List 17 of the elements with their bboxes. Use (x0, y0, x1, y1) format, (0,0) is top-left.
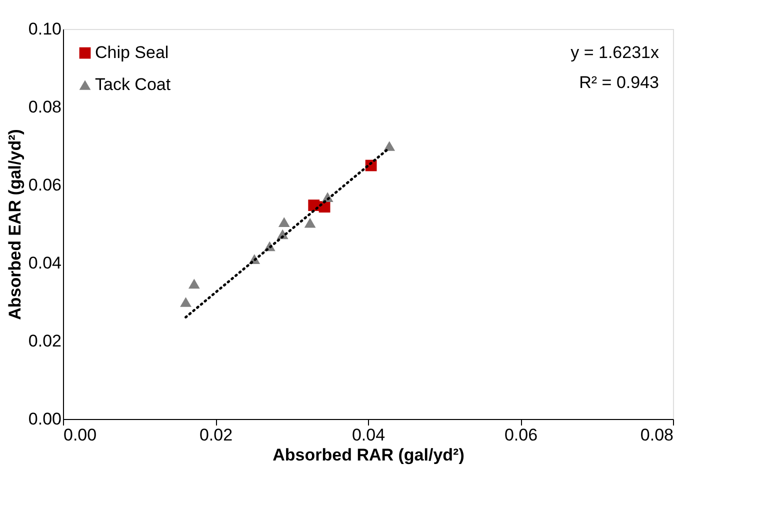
y-tick-label: 0.10 (28, 20, 62, 38)
x-tick-label: 0.00 (64, 426, 97, 444)
x-tick-label: 0.02 (199, 426, 233, 444)
x-tick-label: 0.08 (640, 426, 674, 444)
y-tick-label: 0.02 (28, 332, 62, 350)
y-axis-title: Absorbed EAR (gal/yd²) (5, 129, 24, 320)
legend-label: Chip Seal (95, 43, 169, 62)
x-tick-label: 0.04 (352, 426, 386, 444)
y-tick-label: 0.06 (28, 176, 62, 194)
y-tick-label: 0.04 (28, 254, 62, 272)
annotation: y = 1.6231x (570, 43, 660, 62)
annotation: R² = 0.943 (579, 73, 659, 92)
y-tick-label: 0.08 (28, 98, 62, 116)
y-tick-label: 0.00 (28, 410, 62, 428)
legend-label: Tack Coat (95, 75, 171, 94)
x-tick-label: 0.06 (504, 426, 538, 444)
x-axis-title: Absorbed RAR (gal/yd²) (272, 446, 464, 464)
